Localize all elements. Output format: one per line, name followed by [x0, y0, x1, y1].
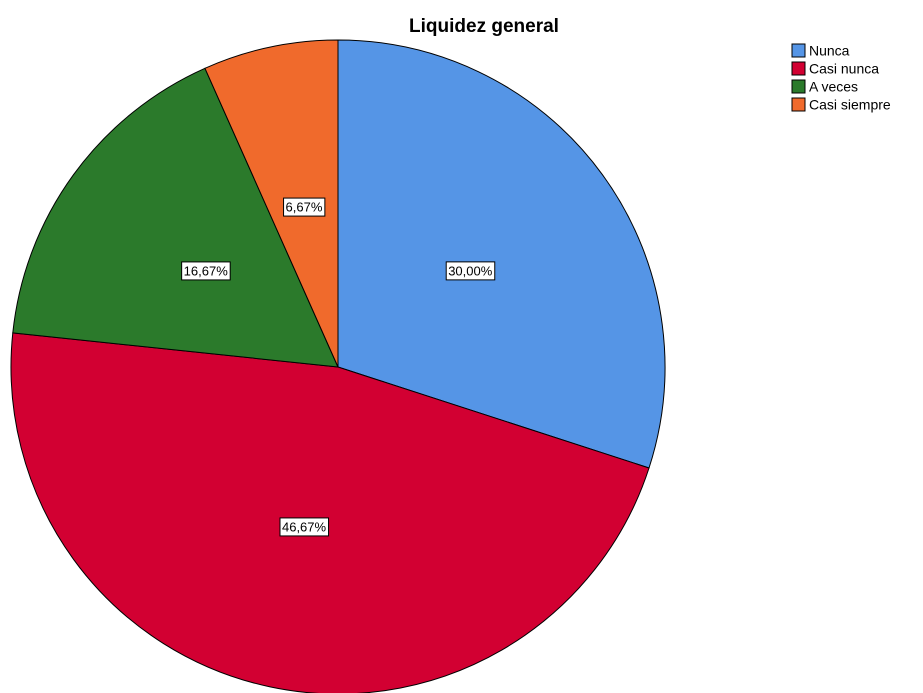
pie-value-label-text: 16,67% — [184, 263, 229, 278]
legend-label-casi-siempre: Casi siempre — [809, 97, 891, 113]
pie-value-labels: 30,00% 46,67% 16,67% 6,67% — [181, 197, 496, 537]
pie-value-label-box — [279, 517, 330, 537]
legend-swatch-casi-siempre — [791, 97, 806, 112]
chart-title: Liquidez general — [409, 16, 559, 37]
pie-value-label-box — [283, 197, 326, 217]
pie-slice-a-veces — [12, 67, 339, 368]
pie-slice-casi-siempre — [204, 39, 339, 368]
pie-slice-nunca — [337, 39, 666, 469]
legend: Nunca Casi nunca A veces Casi siempre — [791, 43, 891, 113]
pie-value-label: 16,67% — [181, 261, 231, 281]
legend-label-a-veces: A veces — [809, 79, 858, 95]
pie-value-label-text: 6,67% — [286, 200, 323, 215]
legend-label-nunca: Nunca — [809, 43, 850, 59]
pie-value-label: 30,00% — [445, 261, 496, 281]
legend-swatch-a-veces — [791, 79, 806, 94]
pie-slice-casi-nunca — [10, 332, 650, 693]
pie-value-label-box — [181, 261, 231, 281]
pie-value-label: 6,67% — [283, 197, 326, 217]
legend-swatch-nunca — [791, 43, 806, 58]
legend-swatch-casi-nunca — [791, 61, 806, 76]
pie-value-label-text: 46,67% — [282, 519, 327, 534]
pie-value-label: 46,67% — [279, 517, 330, 537]
pie-slices — [10, 39, 666, 693]
legend-label-casi-nunca: Casi nunca — [809, 61, 879, 77]
pie-value-label-box — [445, 261, 496, 281]
pie-value-label-text: 30,00% — [448, 263, 493, 278]
